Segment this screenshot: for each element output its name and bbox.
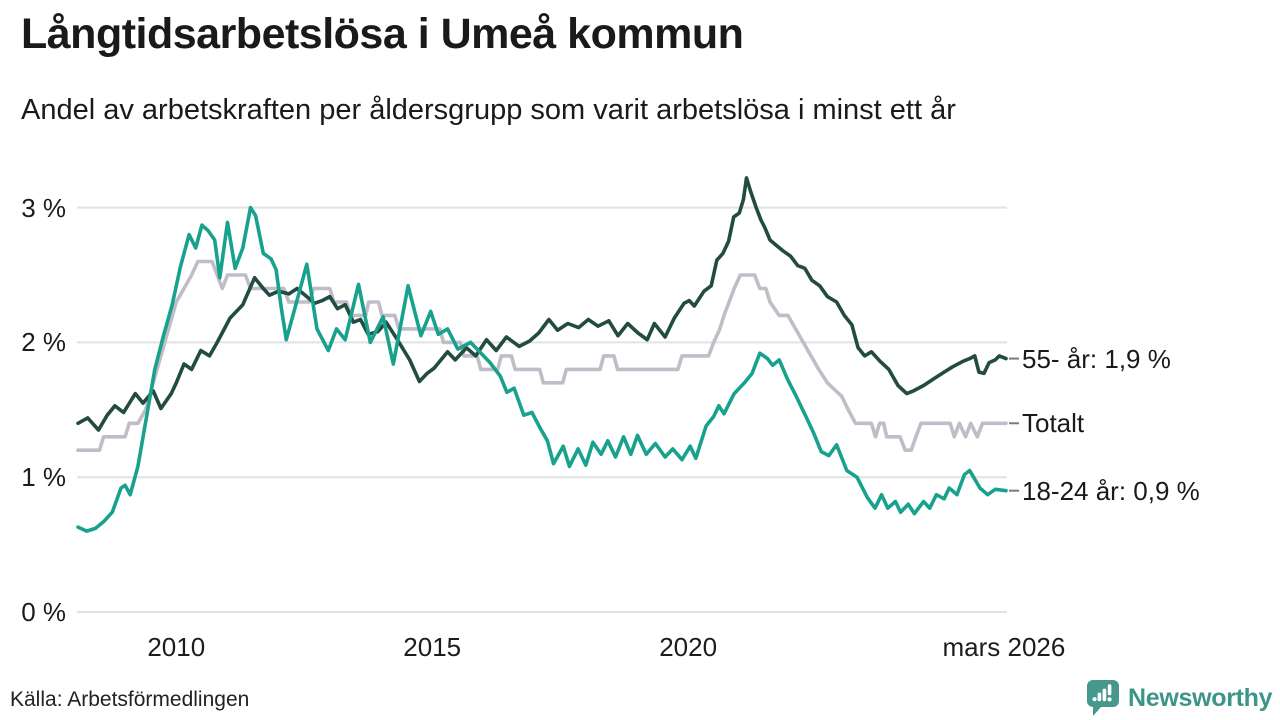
source-note: Källa: Arbetsförmedlingen	[10, 688, 250, 711]
end-label-totalt: Totalt	[1022, 408, 1085, 439]
y-tick-label-0: 0 %	[21, 597, 66, 627]
series-line-totalt	[76, 259, 1008, 453]
newsworthy-logo: Newsworthy	[1086, 679, 1273, 717]
chart-subtitle: Andel av arbetskraften per åldersgrupp s…	[21, 94, 956, 126]
y-tick-label-3: 3 %	[21, 192, 66, 223]
x-tick-label-2015: 2015	[403, 632, 462, 662]
series-line-55ar	[76, 176, 1008, 432]
y-tick-label-1: 1 %	[21, 462, 66, 493]
end-label-1824ar: 18-24 år: 0,9 %	[1022, 475, 1200, 506]
end-label-55ar: 55- år: 1,9 %	[1022, 343, 1171, 374]
x-tick-label-2020: 2020	[659, 632, 718, 662]
series-line-1824ar	[76, 205, 1008, 533]
chart-title: Långtidsarbetslösa i Umeå kommun	[21, 10, 744, 58]
y-tick-label-2: 2 %	[21, 327, 66, 358]
x-tick-label-mars-2026: mars 2026	[942, 632, 1066, 662]
newsworthy-icon	[1087, 680, 1119, 716]
x-tick-label-2010: 2010	[147, 632, 206, 662]
newsworthy-wordmark: Newsworthy	[1128, 683, 1273, 712]
